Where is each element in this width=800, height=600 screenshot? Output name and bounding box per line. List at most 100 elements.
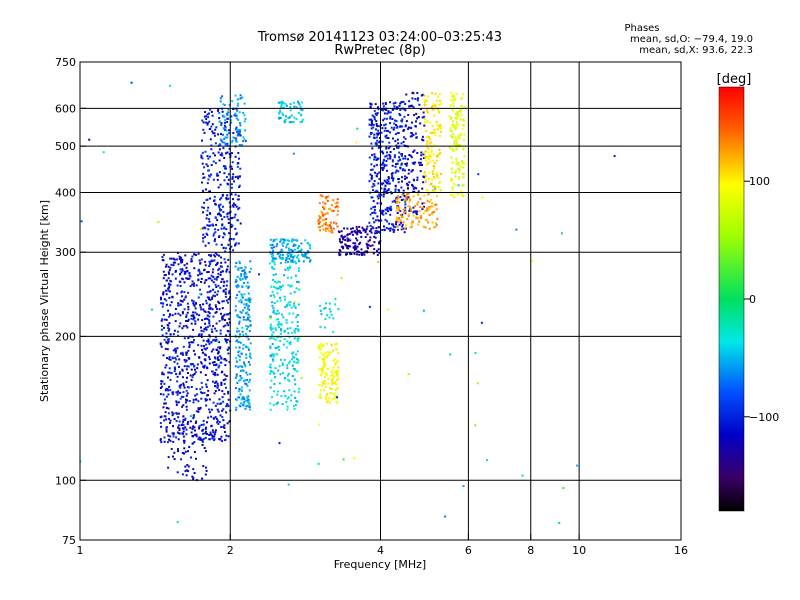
data-point [231,204,234,207]
data-point [188,446,191,448]
data-point [217,423,220,425]
data-point [179,352,182,355]
data-point [247,318,249,321]
data-point [454,117,457,120]
data-point [232,132,235,134]
data-point [374,219,377,222]
data-point [226,422,229,425]
data-point [347,247,350,250]
data-point [188,357,191,360]
data-point [392,179,394,182]
data-point [405,196,408,199]
data-point [283,338,286,341]
data-point [169,283,172,286]
data-point [434,172,437,175]
data-point [231,161,234,164]
data-point [324,386,327,388]
data-point [177,424,180,427]
data-point [240,402,243,405]
data-point [373,118,376,121]
data-point [234,305,237,308]
data-point [204,322,207,325]
data-point [432,176,435,179]
data-point [416,117,419,120]
data-point [247,361,250,364]
data-point [270,285,273,288]
data-point [243,114,246,117]
data-point [197,410,200,413]
data-point [400,163,403,166]
data-point [323,213,326,216]
data-point [174,320,177,323]
data-point [234,137,237,140]
data-point [378,193,381,196]
data-point [380,150,383,153]
data-point [321,381,324,384]
data-point [243,282,245,284]
data-point [194,429,196,432]
data-point [218,364,221,367]
data-point [287,396,290,399]
data-point [232,202,235,205]
data-point [242,347,245,350]
data-point [425,104,428,106]
data-point [423,124,426,127]
data-point [204,279,207,282]
data-point [238,290,241,293]
data-point [236,175,239,178]
data-point [216,408,219,411]
data-point [561,232,563,235]
data-point [205,383,208,386]
data-point [292,355,294,358]
data-point [427,148,430,151]
data-point [159,422,162,424]
data-point [212,315,215,318]
data-point [209,263,212,265]
data-point [332,359,335,362]
data-point [168,328,171,331]
data-point [292,101,295,104]
data-point [224,288,227,291]
data-point [389,117,392,120]
y-tick-label: 400 [55,186,76,199]
data-point [416,217,419,220]
data-point [269,372,272,375]
data-point [439,152,442,155]
data-point [208,290,211,293]
data-point [373,241,376,244]
data-point [236,294,239,297]
data-point [425,189,428,192]
data-point [335,361,338,364]
data-point [284,268,287,271]
data-point [394,190,397,193]
data-point [177,312,180,315]
data-point [212,178,215,181]
data-point [213,435,216,438]
data-point [376,175,378,178]
data-point [224,261,227,264]
data-point [214,416,217,419]
data-point [167,289,170,292]
chart-title-line2: RwPretec (8p) [334,43,425,58]
data-point [210,259,213,262]
data-point [201,438,204,441]
data-point [205,232,208,235]
data-point [448,115,451,118]
data-point [404,200,407,203]
data-point [249,408,252,411]
data-point [238,355,241,358]
data-point [218,120,221,123]
data-point [425,110,428,112]
data-point [325,374,328,377]
data-point [336,213,339,216]
data-point [168,290,171,293]
data-point [455,121,458,124]
data-point [363,253,366,256]
data-point [366,225,369,228]
data-point [397,181,400,184]
data-point [319,343,322,346]
data-point [386,151,388,154]
x-axis: 1 2 4 6 8 10 16 [77,534,688,557]
data-point [161,305,164,308]
data-point [244,365,247,368]
